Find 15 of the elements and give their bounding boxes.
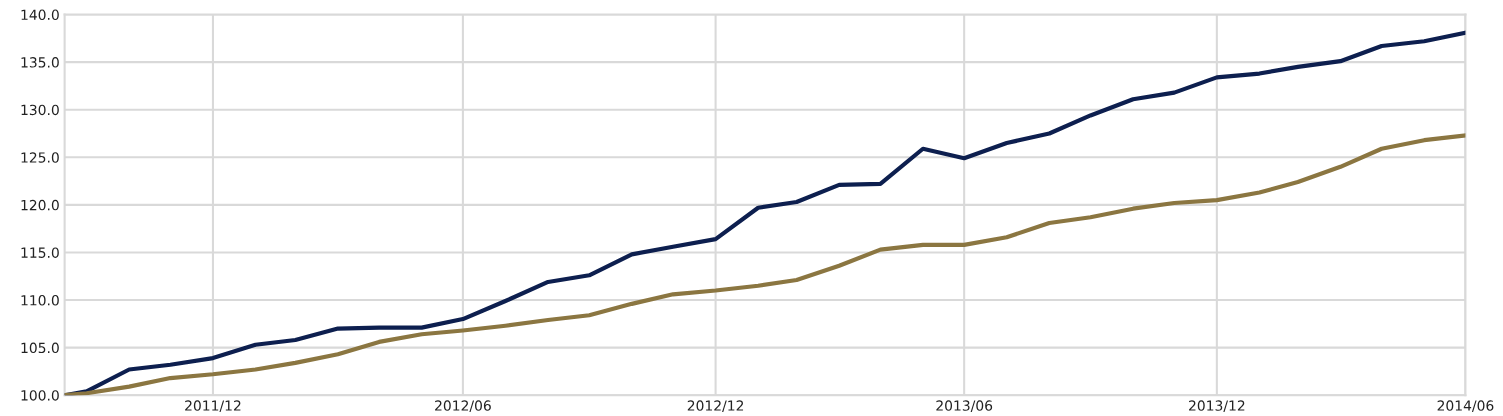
- x-tick-label: 2013/12: [1189, 400, 1245, 412]
- y-tick-label: 115.0: [21, 247, 59, 258]
- x-tick-label: 2011/12: [185, 400, 241, 412]
- y-tick-label: 105.0: [21, 342, 59, 354]
- y-tick-label: 120.0: [21, 199, 59, 211]
- y-tick-label: 100.0: [21, 390, 59, 401]
- y-tick-label: 125.0: [21, 152, 59, 163]
- y-tick-label: 140.0: [21, 9, 59, 21]
- x-tick-label: 2012/12: [687, 400, 744, 412]
- y-tick-label: 130.0: [21, 104, 59, 116]
- x-tick-label: 2013/06: [936, 400, 993, 412]
- y-tick-label: 135.0: [21, 57, 59, 68]
- x-tick-label: 2012/06: [435, 400, 491, 412]
- y-tick-label: 110.0: [21, 295, 59, 306]
- x-tick-label: 2014/06: [1437, 400, 1494, 412]
